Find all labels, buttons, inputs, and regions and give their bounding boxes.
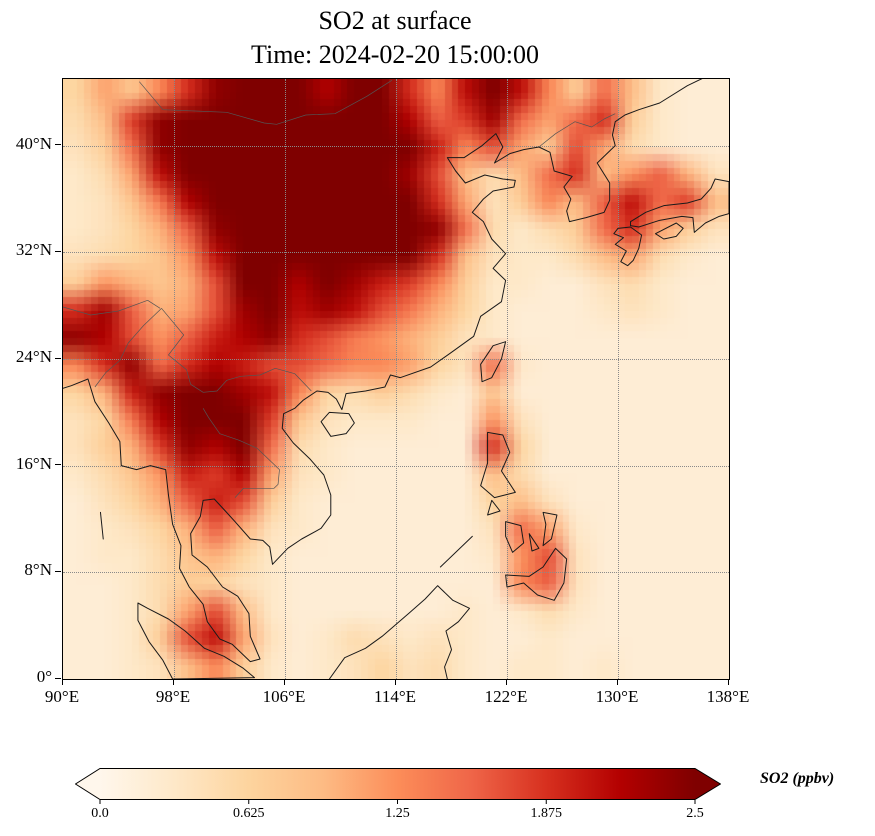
coastline-borneo [329, 586, 469, 679]
gridline-parallel [63, 359, 729, 360]
y-tick-label: 0° [36, 667, 52, 686]
gridline-parallel [63, 252, 729, 254]
coastlines-overlay [63, 79, 729, 679]
y-tick-label: 16°N [15, 453, 52, 473]
colorbar: 0.0 0.625 1.25 1.875 2.5 [74, 768, 722, 828]
y-axis-tick [55, 144, 61, 146]
coastline-mindoro [488, 500, 500, 515]
colorbar-tick-label: 1.875 [530, 806, 563, 821]
x-tick-label: 98°E [155, 687, 191, 706]
border-india-myanmar [95, 308, 162, 387]
y-tick-label: 32°N [15, 240, 52, 260]
gridline-meridian [618, 79, 619, 679]
colorbar-tick-label: 1.25 [385, 806, 410, 821]
gridline-meridian [507, 79, 508, 679]
coastline-shikoku [655, 223, 683, 239]
gridline-meridian [174, 79, 175, 679]
coastline-mindanao [506, 548, 567, 600]
colorbar-gradient [74, 768, 722, 804]
colorbar-tick-label: 2.5 [686, 806, 704, 821]
coastline-sumatra [138, 603, 255, 679]
coastline-mainland-asia [63, 79, 715, 662]
x-tick-label: 114°E [373, 687, 417, 706]
border-mongolia-china [139, 80, 392, 124]
gridline-meridian [396, 79, 397, 679]
gridline-parallel [63, 572, 729, 574]
plot-title-line1: SO2 at surface [318, 6, 472, 35]
x-axis-tick [61, 679, 63, 685]
border-himalaya [63, 300, 160, 315]
coastline-hainan [321, 412, 354, 436]
coastline-kyushu [614, 227, 642, 266]
gridline-parallel [63, 465, 729, 467]
x-tick-label: 138°E [706, 687, 750, 706]
x-axis-tick [172, 679, 174, 685]
coastline-honshu [630, 179, 729, 232]
graticule [63, 79, 729, 679]
y-axis-tick [55, 357, 61, 359]
coastline-panay-negros [506, 522, 524, 553]
colorbar-tick-label: 0.0 [91, 806, 109, 821]
coastline-group [63, 79, 729, 679]
border-china-korea [539, 114, 615, 147]
plot-title: SO2 at surface Time: 2024-02-20 15:00:00 [62, 4, 728, 72]
y-axis-tick [55, 464, 61, 466]
coastline-palawan [440, 536, 472, 567]
y-axis-tick [55, 250, 61, 252]
y-axis-tick [55, 677, 61, 679]
x-tick-label: 90°E [44, 687, 80, 706]
x-axis-tick [727, 679, 729, 685]
x-tick-label: 122°E [484, 687, 528, 706]
x-axis-tick [283, 679, 285, 685]
border-thailand-laos [203, 408, 279, 497]
x-tick-label: 130°E [595, 687, 639, 706]
colorbar-tick-label: 0.625 [233, 806, 265, 821]
coastline-andaman-islands [100, 512, 103, 539]
coastline-taiwan [481, 342, 506, 382]
border-china-southeast-asia [162, 308, 312, 392]
map-plot-area [62, 78, 730, 680]
plot-title-line2: Time: 2024-02-20 15:00:00 [251, 40, 539, 69]
coastline-luzon [481, 432, 516, 497]
x-tick-label: 106°E [262, 687, 306, 706]
y-axis-tick [55, 570, 61, 572]
coastline-samar [543, 512, 557, 545]
gridline-parallel [63, 145, 729, 147]
y-tick-label: 40°N [15, 133, 52, 153]
country-borders-group [63, 80, 615, 497]
x-axis-tick [394, 679, 396, 685]
colorbar-bar [74, 768, 722, 800]
gridline-meridian [285, 79, 286, 679]
y-tick-label: 8°N [24, 560, 52, 580]
x-axis-tick [616, 679, 618, 685]
y-tick-label: 24°N [15, 347, 52, 366]
coastline-cebu [529, 534, 539, 551]
colorbar-label: SO2 (ppbv) [760, 770, 835, 787]
x-axis-tick [505, 679, 507, 685]
